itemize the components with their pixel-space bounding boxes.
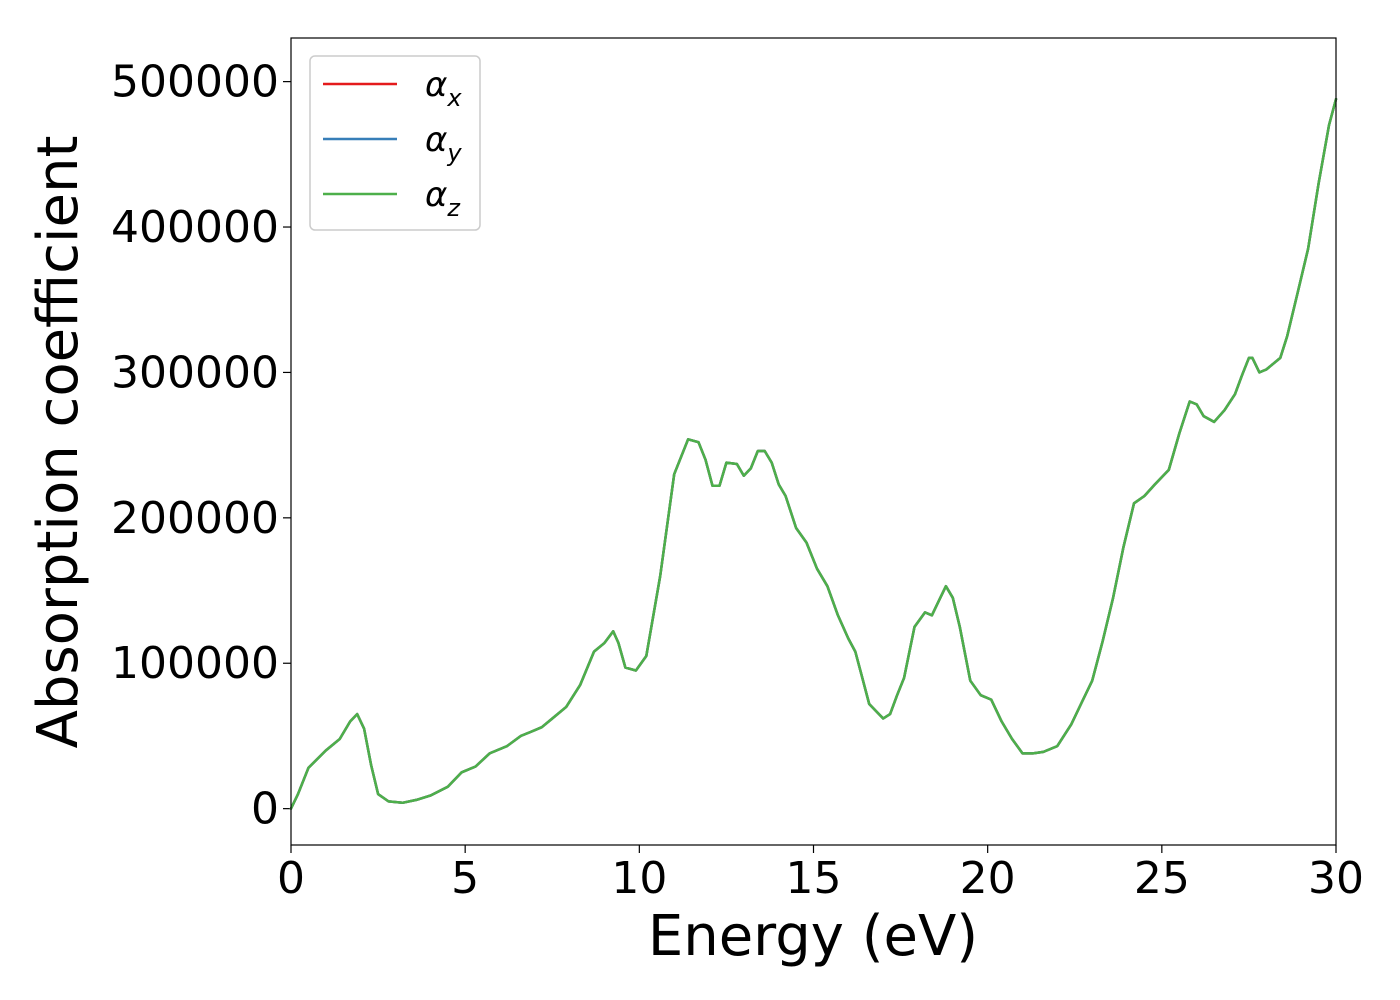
x-axis-ticks: 0 5 10 15 20 25 30 (277, 845, 1364, 904)
y-axis-ticks: 0 100000 200000 300000 400000 500000 (111, 57, 291, 835)
legend-label-subscript: x (446, 84, 462, 112)
x-tick-label: 30 (1308, 853, 1364, 904)
legend-label-alpha-y: αy (425, 120, 462, 167)
y-tick-label: 300000 (111, 347, 279, 398)
y-axis-title: Absorption coefficient (26, 136, 91, 749)
legend-label-alpha-z: αz (425, 175, 461, 222)
legend-label-symbol: α (425, 120, 447, 160)
y-tick-label: 100000 (111, 638, 279, 689)
legend-box (309, 55, 481, 231)
x-tick-label: 10 (611, 853, 667, 904)
x-tick-label: 0 (277, 853, 305, 904)
x-tick-label: 15 (786, 853, 842, 904)
legend-label-symbol: α (425, 65, 447, 105)
legend-label-subscript: y (446, 139, 462, 167)
x-tick-label: 20 (960, 853, 1016, 904)
y-tick-label: 400000 (111, 202, 279, 253)
y-tick-label: 200000 (111, 493, 279, 544)
legend-label-symbol: α (425, 175, 447, 215)
legend-label-subscript: z (446, 194, 461, 222)
x-tick-label: 5 (451, 853, 479, 904)
y-tick-label: 0 (251, 784, 279, 835)
plot-lines (289, 97, 1338, 810)
x-axis-title: Energy (eV) (648, 904, 978, 969)
legend-label-alpha-x: αx (425, 65, 462, 112)
series-line-alpha-z (289, 97, 1338, 810)
y-tick-label: 500000 (111, 57, 279, 108)
plot-frame (290, 37, 1337, 846)
x-tick-label: 25 (1134, 853, 1190, 904)
